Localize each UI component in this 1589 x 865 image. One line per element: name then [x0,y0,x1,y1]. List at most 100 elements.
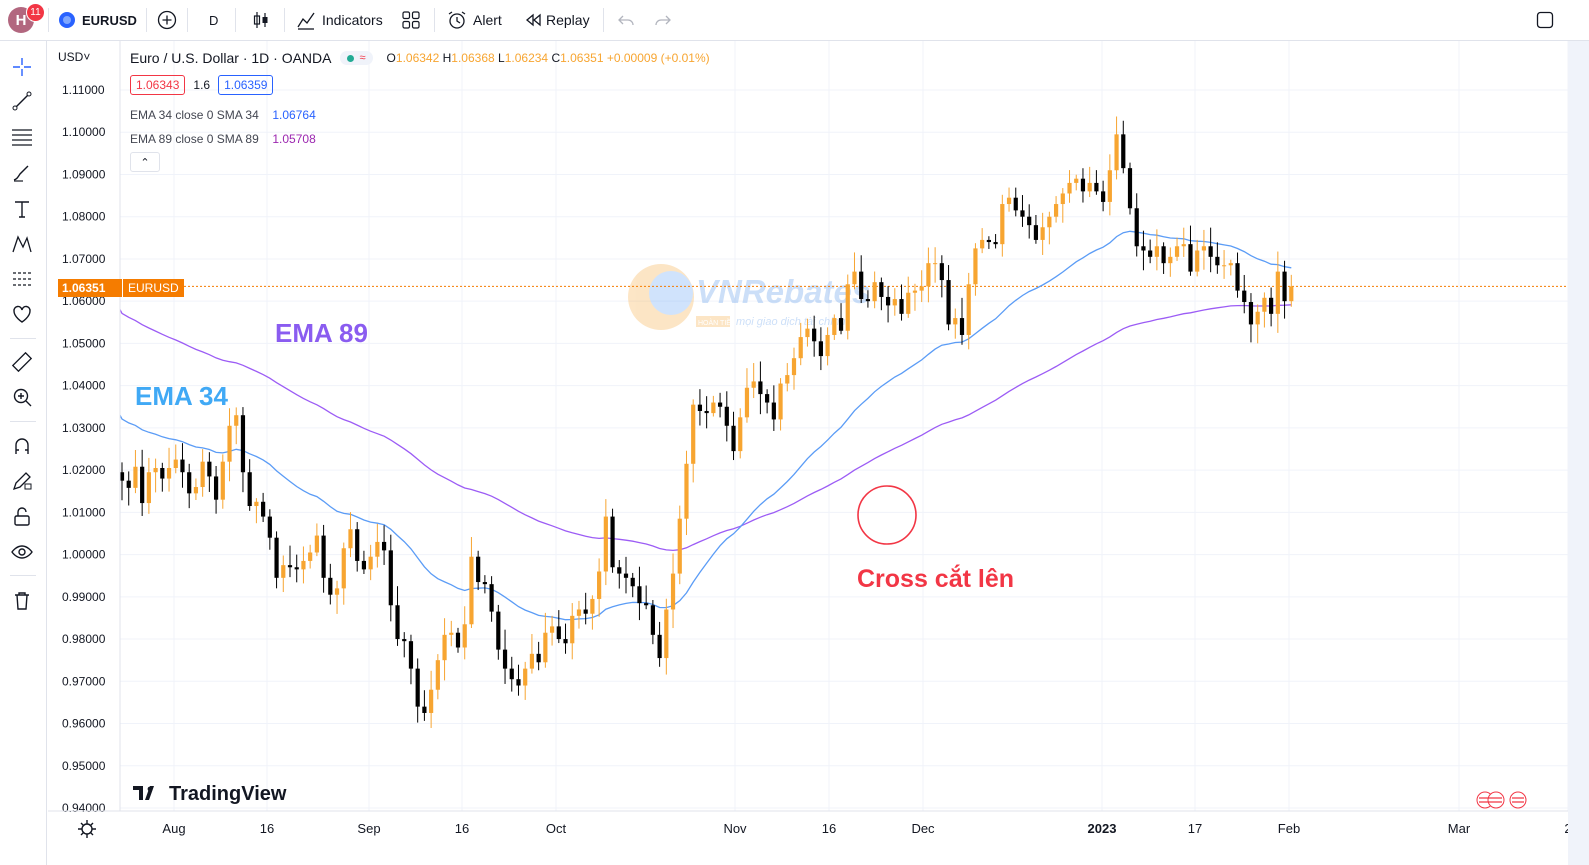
candle [234,407,239,445]
candle-body [865,299,871,302]
compare-add-button[interactable] [157,0,177,40]
ema34-annotation: EMA 34 [135,381,228,411]
candle [939,255,944,298]
candle-body [885,296,891,306]
spread-value: 1.6 [193,78,211,92]
economic-events-flags[interactable] [1476,791,1527,809]
candle [1067,170,1072,203]
fib-tool[interactable] [8,123,36,151]
ruler-tool[interactable] [8,348,36,376]
candle [1127,162,1133,215]
fullscreen-button[interactable] [1535,0,1555,40]
candle-body [449,632,454,635]
candle [805,318,810,347]
sell-price-button[interactable]: 1.06343 [130,75,186,95]
price-chart[interactable]: VNRebates HOÀN TIỀN mọi giao dịch tài ch… [48,41,1568,853]
prediction-tool[interactable] [8,265,36,293]
trend-line-tool[interactable] [8,87,36,115]
crosshair-tool[interactable] [8,53,36,81]
candle-body [838,318,844,331]
price-axis[interactable]: 1.11000 1.10000 1.09000 1.08000 1.07000 1.060… [62,41,121,815]
ema34-legend[interactable]: EMA 34 close 0 SMA 34 1.06764 [130,107,316,122]
candle [583,592,588,625]
candle [1248,293,1254,343]
alert-button[interactable]: Alert [447,0,502,40]
trend-line-icon [12,91,32,111]
candle-body [751,381,756,388]
candle-body [220,461,225,500]
text-tool[interactable] [8,195,36,223]
market-status-badge[interactable]: ≈ [339,51,373,65]
templates-button[interactable] [401,0,421,40]
candle-body [805,328,810,338]
symbol-search-button[interactable]: EURUSD [58,0,137,40]
redo-button[interactable] [654,0,672,40]
price-tag-value: 1.06351 [62,281,106,295]
candle [1006,187,1012,212]
candle [435,654,440,700]
time-axis[interactable]: Aug 16 Sep 16 Oct Nov 16 Dec 2023 17 Feb Mar 2 [48,810,1568,836]
candle [294,554,299,583]
candle-body [1275,271,1280,314]
candle [986,236,991,249]
replay-button[interactable]: Replay [524,0,590,40]
candle [301,546,306,584]
currency-selector[interactable]: USD˅ [58,50,90,64]
candlestick-series [119,116,1294,728]
currency-flag-icon [59,12,75,28]
candle-body [523,668,528,686]
buy-price-button[interactable]: 1.06359 [218,75,274,95]
x-tick-label: Dec [911,821,935,836]
candle-body [966,284,971,335]
remove-drawings-tool[interactable] [8,587,36,615]
candle [798,322,803,366]
undo-button[interactable] [617,0,635,40]
candle [180,443,185,488]
candle-body [1114,134,1119,171]
ema34-line [119,230,1292,621]
lock-all-tool[interactable] [8,503,36,531]
candle [227,408,232,482]
collapse-legend-button[interactable]: ⌃ [130,152,160,172]
hide-drawings-tool[interactable] [8,538,36,566]
crosshair-icon [13,58,31,76]
candle [845,274,850,340]
brush-tool[interactable] [8,159,36,187]
axis-settings-button[interactable] [78,820,96,838]
lock-drawing-tool[interactable] [8,467,36,495]
indicators-button[interactable]: Indicators [296,0,383,40]
interval-button[interactable]: D [209,0,218,40]
chart-area[interactable]: VNRebates HOÀN TIỀN mọi giao dịch tài ch… [48,41,1568,853]
magnet-tool[interactable] [8,432,36,460]
ema89-legend[interactable]: EMA 89 close 0 SMA 89 1.05708 [130,131,316,146]
candle-body [1208,246,1213,257]
tradingview-logo[interactable]: TradingView [133,783,287,805]
candle-body [1161,246,1166,264]
candle-body [906,292,911,314]
candle-body [368,556,373,570]
candle [496,604,501,660]
candle-body [697,404,703,411]
candle-body [455,632,461,648]
candle [321,524,326,593]
favorites-tool[interactable] [8,300,36,328]
chart-type-button[interactable] [251,0,271,40]
watermark-small: HOÀN TIỀN [698,317,736,327]
candle [395,586,400,646]
open-value: 1.06342 [395,51,440,65]
candle [287,545,293,578]
zoom-tool[interactable] [8,383,36,411]
candle [993,234,998,249]
drawing-toolbar [0,41,47,865]
candle [664,598,669,675]
candle [912,283,918,311]
candle [516,664,521,696]
pattern-tool[interactable] [8,230,36,258]
us-flag-icon [1509,791,1527,809]
ema89-annotation: EMA 89 [275,318,368,348]
candle [308,544,313,569]
legend-header: Euro / U.S. Dollar · 1D · OANDA ≈ O1.063… [130,50,710,66]
candle [536,641,541,671]
candle-body [536,653,541,663]
redo-icon [655,15,671,26]
